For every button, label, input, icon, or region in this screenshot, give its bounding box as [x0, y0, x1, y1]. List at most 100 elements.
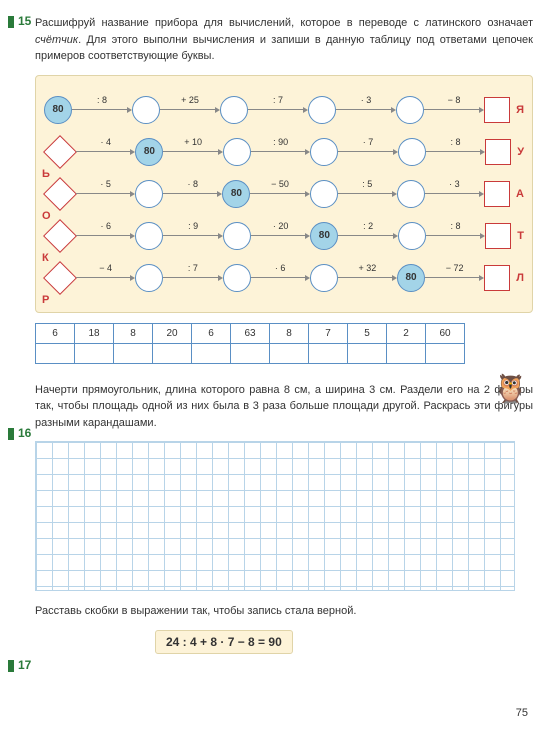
answer-cell: [348, 343, 387, 363]
chain-circle: [398, 138, 426, 166]
chain-segment: : 7: [248, 107, 308, 113]
t15-italic: счётчик: [35, 34, 78, 46]
chain-circle: [223, 222, 251, 250]
task-17-number: 17: [18, 658, 31, 672]
chain-segment: : 90: [251, 149, 310, 155]
chain-segment: − 50: [250, 191, 309, 197]
chain-row: О· 5· 880− 50: 5· 3А: [44, 176, 524, 212]
chain-end-square: [484, 97, 510, 123]
answer-table: 618820663875260: [35, 323, 465, 364]
answer-cell: 8: [114, 323, 153, 343]
chain-op-label: : 2: [363, 221, 373, 231]
chain-op-label: − 4: [99, 263, 112, 273]
chain-circle: 80: [222, 180, 250, 208]
answer-cell: 2: [387, 323, 426, 343]
chain-right-letter: Я: [516, 104, 524, 116]
chain-segment: · 5: [76, 191, 135, 197]
chain-op-label: − 8: [448, 95, 461, 105]
answer-cell: 6: [192, 323, 231, 343]
chain-op-label: · 6: [100, 221, 111, 231]
answer-cell: 60: [426, 323, 465, 343]
answer-cell: 6: [36, 323, 75, 343]
chain-op-label: : 90: [273, 137, 288, 147]
answer-cell: [270, 343, 309, 363]
chain-circle: [223, 138, 251, 166]
chain-end-square: [484, 265, 510, 291]
chain-circle: 80: [397, 264, 425, 292]
chain-circle: [396, 96, 424, 124]
chain-circle: [398, 222, 426, 250]
chain-end-square: [485, 139, 511, 165]
chain-circle: [220, 96, 248, 124]
chain-op-label: · 20: [273, 221, 289, 231]
chain-row: К· 6: 9· 2080: 2: 8Т: [44, 218, 524, 254]
chain-segment: · 6: [251, 275, 310, 281]
owl-icon: 🦉: [493, 372, 528, 405]
chain-circle: 80: [135, 138, 163, 166]
chain-right-letter: Т: [517, 230, 524, 242]
chain-end-square: [484, 181, 510, 207]
chain-circle: 80: [310, 222, 338, 250]
chain-circle: [397, 180, 425, 208]
chain-start-shape: [43, 177, 77, 211]
answer-cell: [231, 343, 270, 363]
chain-op-label: · 3: [361, 95, 372, 105]
answer-cell: [426, 343, 465, 363]
answer-cell: [75, 343, 114, 363]
chain-right-letter: Л: [516, 272, 524, 284]
chain-left-letter: Р: [42, 294, 49, 306]
chain-op-label: − 72: [446, 263, 464, 273]
chain-segment: · 8: [163, 191, 222, 197]
chain-segment: · 4: [76, 149, 135, 155]
chain-circle: [308, 96, 336, 124]
page-number: 75: [516, 707, 528, 719]
answer-cell: [387, 343, 426, 363]
chain-segment: : 8: [426, 233, 485, 239]
chain-op-label: : 8: [97, 95, 107, 105]
chain-op-label: + 32: [358, 263, 376, 273]
chain-segment: · 7: [338, 149, 397, 155]
chain-start-shape: 80: [44, 96, 72, 124]
task-15-text: Расшифруй название прибора для вычислени…: [35, 15, 533, 65]
answer-cell: [153, 343, 192, 363]
chain-row: Р− 4: 7· 6+ 3280− 72Л: [44, 260, 524, 296]
chain-right-letter: А: [516, 188, 524, 200]
chain-segment: : 7: [163, 275, 222, 281]
chain-right-letter: У: [517, 146, 524, 158]
chain-start-shape: [43, 219, 77, 253]
t15-p1: Расшифруй название прибора для вычислени…: [35, 17, 533, 29]
task-16-number: 16: [18, 426, 31, 440]
answer-cell: [114, 343, 153, 363]
chain-circle: [132, 96, 160, 124]
chain-segment: : 8: [426, 149, 485, 155]
chain-end-square: [485, 223, 511, 249]
chain-segment: : 5: [338, 191, 397, 197]
task-17-text: Расставь скобки в выражении так, чтобы з…: [35, 603, 533, 620]
answer-cell: 8: [270, 323, 309, 343]
chain-segment: : 8: [72, 107, 132, 113]
chain-segment: + 32: [338, 275, 397, 281]
chain-segment: · 20: [251, 233, 310, 239]
chain-start-shape: [43, 135, 77, 169]
chain-circle: [310, 180, 338, 208]
chain-segment: − 8: [424, 107, 484, 113]
chain-op-label: : 9: [188, 221, 198, 231]
chain-op-label: : 7: [188, 263, 198, 273]
chain-start-shape: [43, 261, 77, 295]
chain-segment: · 3: [336, 107, 396, 113]
chain-segment: + 25: [160, 107, 220, 113]
answer-cell: 63: [231, 323, 270, 343]
t15-p2: . Для этого выполни вычисления и запиши …: [35, 34, 533, 63]
chain-circle: [310, 138, 338, 166]
chain-circle: [135, 222, 163, 250]
chain-circle: [223, 264, 251, 292]
chain-circle: [135, 264, 163, 292]
chain-segment: : 9: [163, 233, 222, 239]
chain-op-label: · 4: [100, 137, 111, 147]
chain-op-label: : 8: [450, 137, 460, 147]
chain-op-label: · 3: [449, 179, 460, 189]
chain-circle: [310, 264, 338, 292]
answer-cell: 5: [348, 323, 387, 343]
chain-circle: [135, 180, 163, 208]
answer-cell: 18: [75, 323, 114, 343]
